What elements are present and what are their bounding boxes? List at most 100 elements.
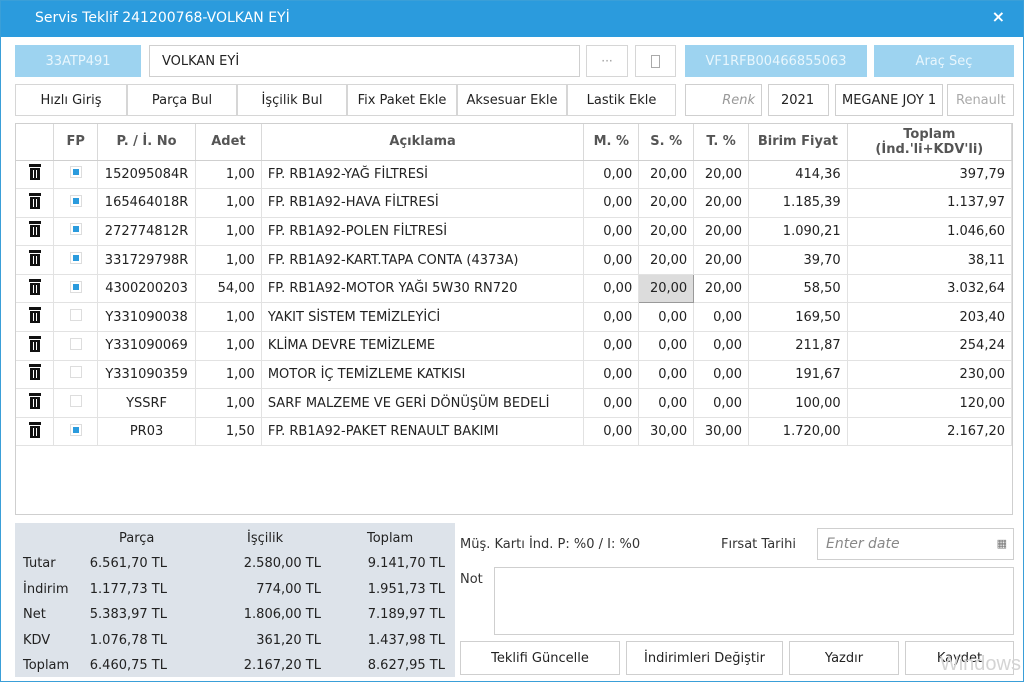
opportunity-date-input[interactable]: Enter date ▦ [817, 528, 1014, 560]
col-description[interactable]: Açıklama [261, 124, 585, 161]
quick-entry-button[interactable]: Hızlı Giriş [15, 84, 127, 116]
m-pct-cell[interactable]: 0,00 [583, 188, 640, 218]
save-button[interactable]: Kaydet [905, 641, 1014, 675]
model-field[interactable]: MEGANE JOY 1 [835, 84, 943, 116]
s-pct-cell[interactable]: 0,00 [638, 360, 695, 390]
description-cell[interactable]: KLİMA DEVRE TEMİZLEME [261, 331, 585, 361]
m-pct-cell[interactable]: 0,00 [583, 388, 640, 418]
t-pct-cell[interactable]: 0,00 [693, 331, 750, 361]
t-pct-cell[interactable]: 30,00 [693, 417, 750, 447]
change-discounts-button[interactable]: İndirimleri Değiştir [626, 641, 783, 675]
col-t-pct[interactable]: T. % [693, 124, 750, 161]
col-part-no[interactable]: P. / İ. No [97, 124, 197, 161]
table-row[interactable]: 272774812R 1,00 FP. RB1A92-POLEN FİLTRESİ 0… [16, 217, 1013, 247]
trash-icon[interactable] [28, 250, 42, 267]
total-cell[interactable]: 38,11 [847, 245, 1013, 275]
trash-icon[interactable] [28, 164, 42, 181]
m-pct-cell[interactable]: 0,00 [583, 245, 640, 275]
t-pct-cell[interactable]: 20,00 [693, 188, 750, 218]
m-pct-cell[interactable]: 0,00 [583, 217, 640, 247]
total-cell[interactable]: 1.046,60 [847, 217, 1013, 247]
t-pct-cell[interactable]: 0,00 [693, 360, 750, 390]
m-pct-cell[interactable]: 0,00 [583, 160, 640, 190]
col-total[interactable]: Toplam (İnd.'li+KDV'li) [847, 124, 1013, 161]
unit-price-cell[interactable]: 169,50 [748, 302, 848, 333]
m-pct-cell[interactable]: 0,00 [583, 417, 640, 447]
part-no-cell[interactable]: Y331090359 [97, 360, 197, 390]
add-accessory-button[interactable]: Aksesuar Ekle [457, 84, 567, 116]
description-cell[interactable]: FP. RB1A92-PAKET RENAULT BAKIMI [261, 417, 585, 447]
col-fp[interactable]: FP [53, 124, 99, 161]
part-no-cell[interactable]: 331729798R [97, 245, 197, 275]
unit-price-cell[interactable]: 1.185,39 [748, 188, 848, 218]
fp-checkbox[interactable] [69, 423, 82, 436]
unit-price-cell[interactable]: 414,36 [748, 160, 848, 190]
total-cell[interactable]: 120,00 [847, 388, 1013, 418]
trash-icon[interactable] [28, 364, 42, 381]
more-icon[interactable]: ··· [586, 45, 628, 77]
qty-cell[interactable]: 1,00 [195, 388, 262, 418]
description-cell[interactable]: FP. RB1A92-HAVA FİLTRESİ [261, 188, 585, 218]
table-row[interactable]: 165464018R 1,00 FP. RB1A92-HAVA FİLTRESİ 0,… [16, 188, 1013, 218]
s-pct-cell[interactable]: 0,00 [638, 302, 695, 333]
qty-cell[interactable]: 1,00 [195, 245, 262, 275]
find-part-button[interactable]: Parça Bul [127, 84, 237, 116]
col-m-pct[interactable]: M. % [583, 124, 640, 161]
unit-price-cell[interactable]: 58,50 [748, 274, 848, 304]
trash-icon[interactable] [28, 421, 42, 438]
m-pct-cell[interactable]: 0,00 [583, 274, 640, 304]
description-cell[interactable]: FP. RB1A92-KART.TAPA CONTA (4373A) [261, 245, 585, 275]
t-pct-cell[interactable]: 20,00 [693, 274, 750, 304]
t-pct-cell[interactable]: 0,00 [693, 388, 750, 418]
calendar-icon[interactable]: ▦ [996, 537, 1007, 550]
s-pct-cell[interactable]: 0,00 [638, 331, 695, 361]
t-pct-cell[interactable]: 20,00 [693, 217, 750, 247]
fp-checkbox[interactable] [69, 252, 82, 265]
trash-icon[interactable] [28, 393, 42, 410]
t-pct-cell[interactable]: 20,00 [693, 245, 750, 275]
unit-price-cell[interactable]: 1.720,00 [748, 417, 848, 447]
total-cell[interactable]: 203,40 [847, 302, 1013, 333]
qty-cell[interactable]: 1,00 [195, 331, 262, 361]
add-tire-button[interactable]: Lastik Ekle [567, 84, 676, 116]
part-no-cell[interactable]: 165464018R [97, 188, 197, 218]
s-pct-cell[interactable]: 0,00 [638, 388, 695, 418]
brand-field[interactable]: Renault [947, 84, 1014, 116]
qty-cell[interactable]: 1,00 [195, 360, 262, 390]
table-row[interactable]: 152095084R 1,00 FP. RB1A92-YAĞ FİLTRESİ 0,0… [16, 160, 1013, 190]
s-pct-cell[interactable]: 30,00 [638, 417, 695, 447]
table-row[interactable]: 331729798R 1,00 FP. RB1A92-KART.TAPA CONTA… [16, 245, 1013, 275]
unit-price-cell[interactable]: 100,00 [748, 388, 848, 418]
trash-icon[interactable] [28, 221, 42, 238]
t-pct-cell[interactable]: 20,00 [693, 160, 750, 190]
col-unit-price[interactable]: Birim Fiyat [748, 124, 848, 161]
part-no-cell[interactable]: 272774812R [97, 217, 197, 247]
qty-cell[interactable]: 1,00 [195, 302, 262, 333]
select-vehicle-button[interactable]: Araç Seç [874, 45, 1014, 77]
description-cell[interactable]: YAKIT SİSTEM TEMİZLEYİCİ [261, 302, 585, 333]
note-textarea[interactable] [494, 567, 1014, 635]
part-no-cell[interactable]: Y331090038 [97, 302, 197, 333]
part-no-cell[interactable]: PR03 [97, 417, 197, 447]
clear-icon[interactable] [635, 45, 676, 77]
total-cell[interactable]: 2.167,20 [847, 417, 1013, 447]
qty-cell[interactable]: 1,00 [195, 160, 262, 190]
description-cell[interactable]: FP. RB1A92-YAĞ FİLTRESİ [261, 160, 585, 190]
plate-button[interactable]: 33ATP491 [15, 45, 141, 77]
col-qty[interactable]: Adet [195, 124, 262, 161]
total-cell[interactable]: 397,79 [847, 160, 1013, 190]
description-cell[interactable]: FP. RB1A92-MOTOR YAĞI 5W30 RN720 [261, 274, 585, 304]
s-pct-cell[interactable]: 20,00 [638, 245, 695, 275]
m-pct-cell[interactable]: 0,00 [583, 360, 640, 390]
fp-checkbox[interactable] [69, 395, 82, 408]
fp-checkbox[interactable] [69, 166, 82, 179]
s-pct-cell[interactable]: 20,00 [638, 217, 695, 247]
unit-price-cell[interactable]: 1.090,21 [748, 217, 848, 247]
customer-field[interactable]: VOLKAN EYİ [149, 45, 580, 77]
trash-icon[interactable] [28, 307, 42, 324]
part-no-cell[interactable]: YSSRF [97, 388, 197, 418]
fp-checkbox[interactable] [69, 280, 82, 293]
t-pct-cell[interactable]: 0,00 [693, 302, 750, 333]
close-icon[interactable]: × [991, 7, 1005, 26]
year-field[interactable]: 2021 [768, 84, 829, 116]
